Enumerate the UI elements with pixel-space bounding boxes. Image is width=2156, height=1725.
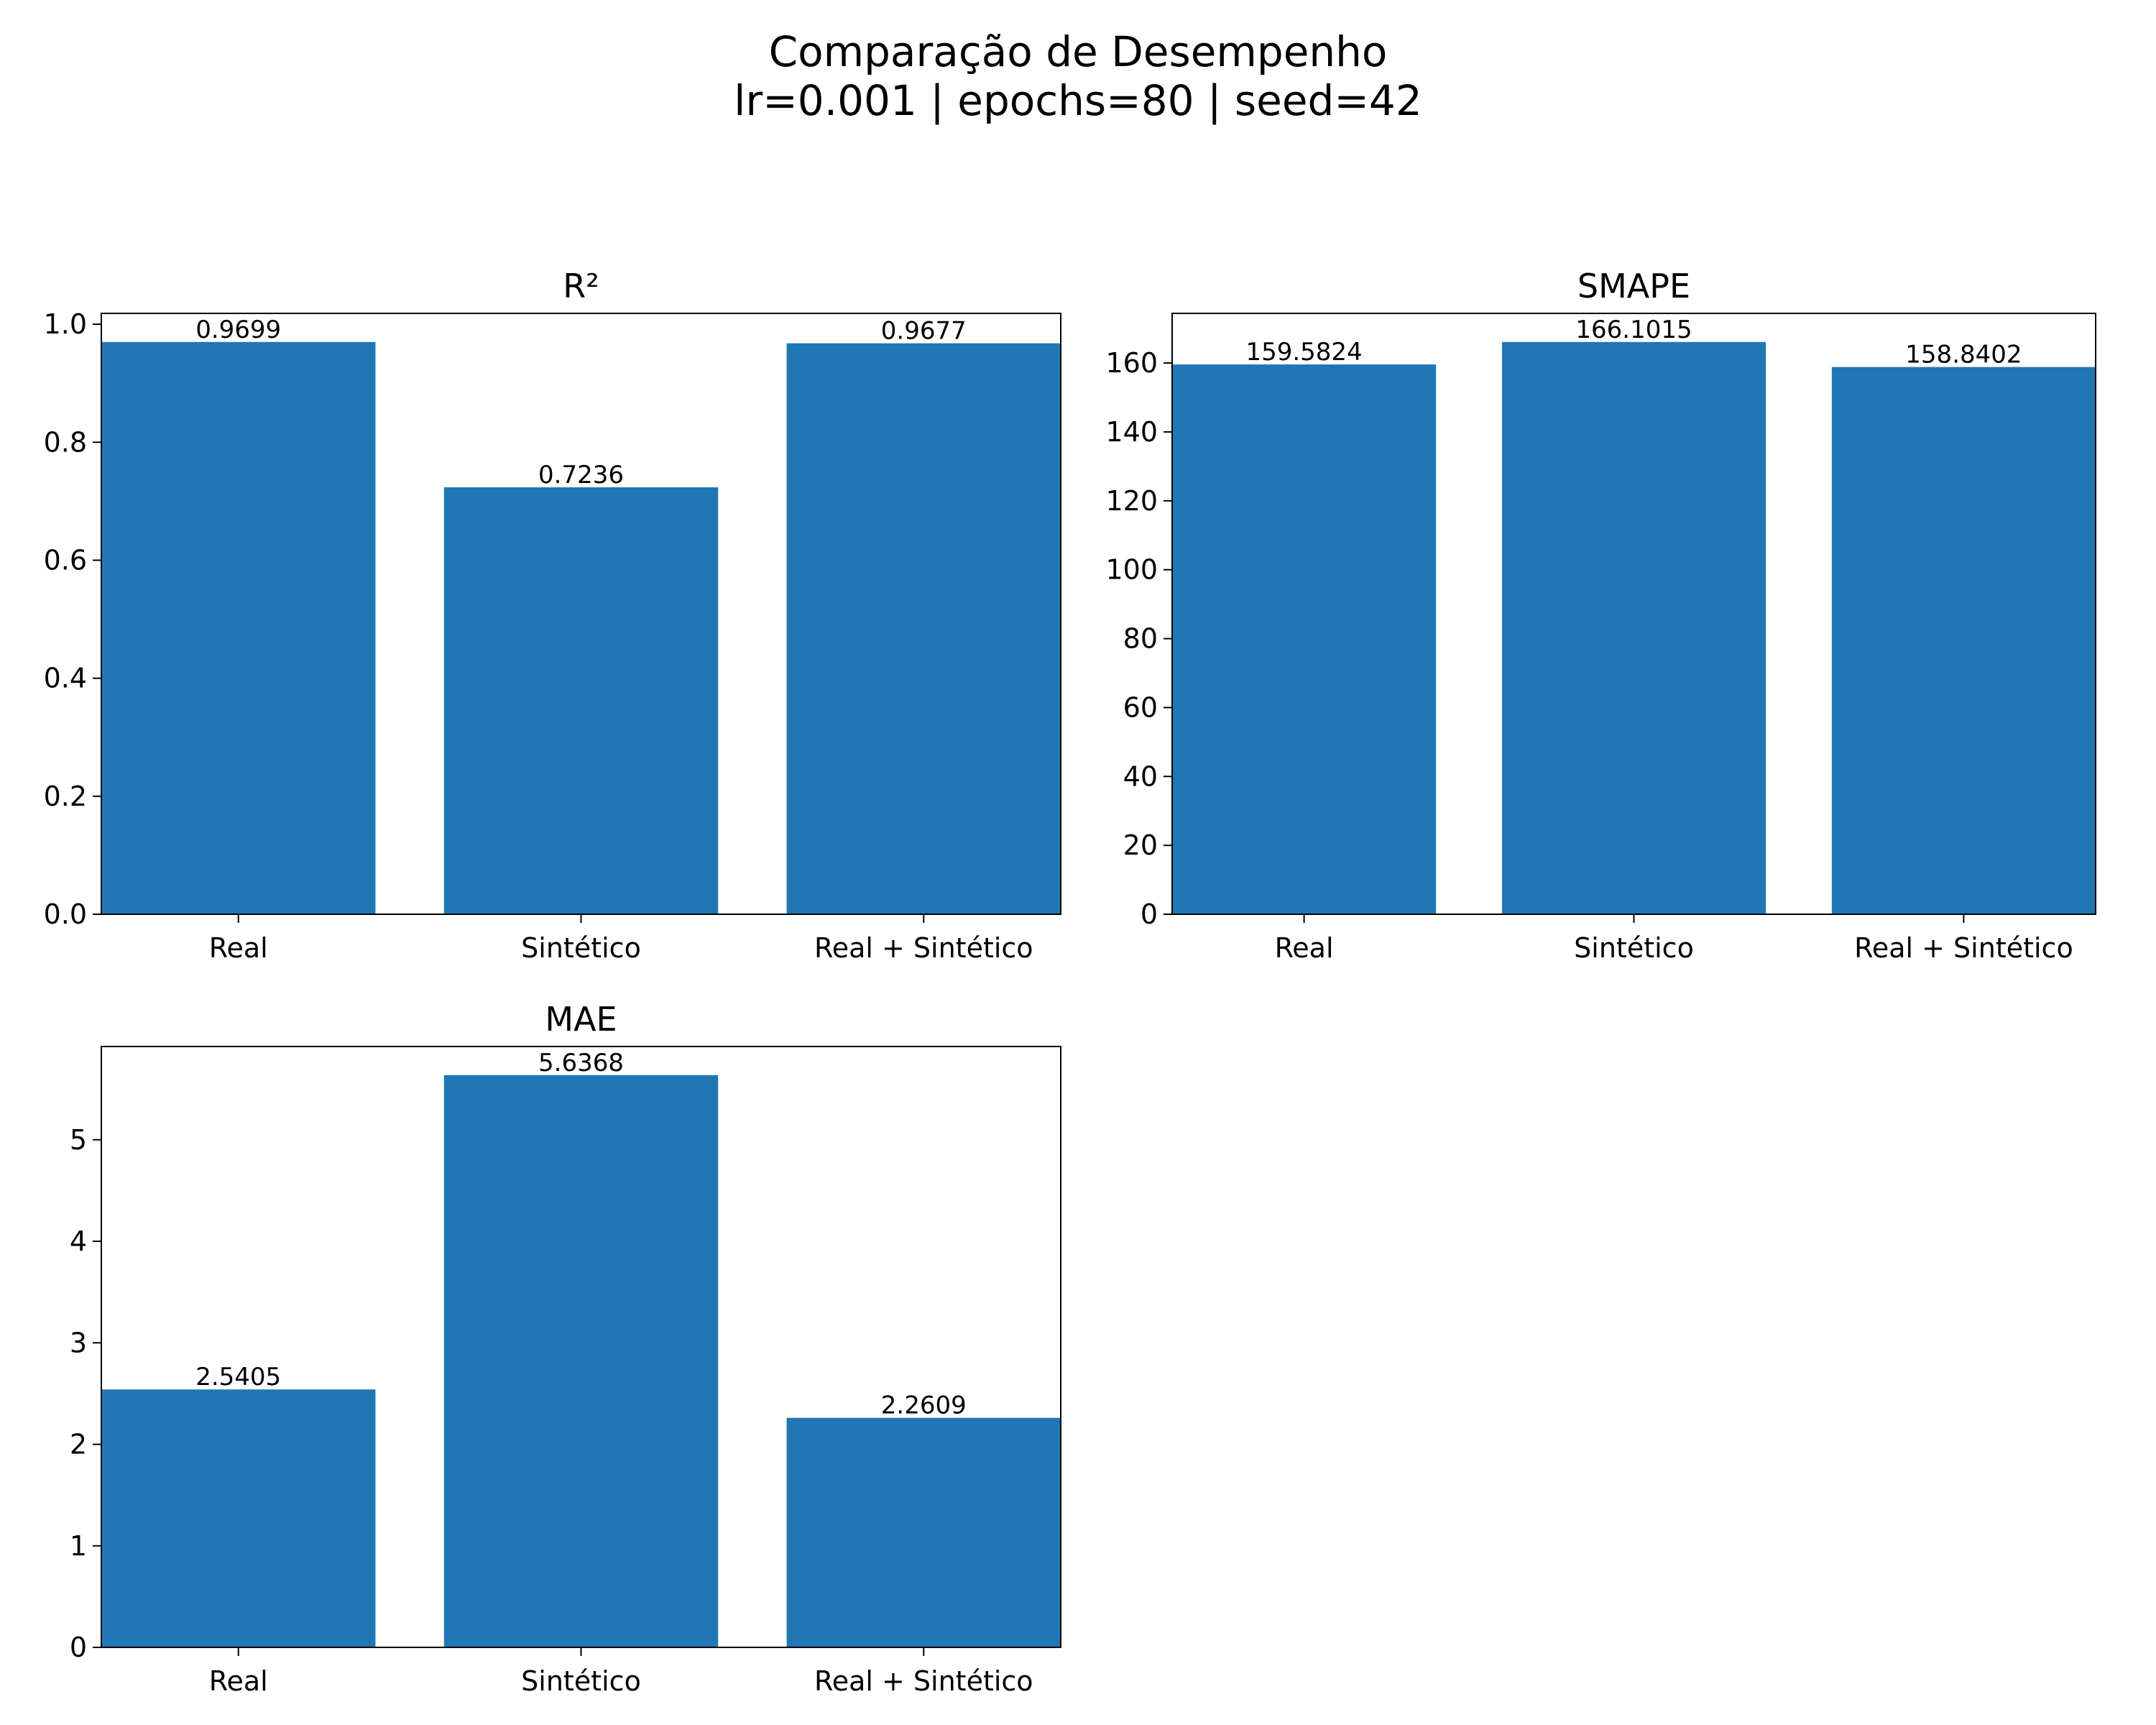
chart-smape: 159.5824 166.1015 158.8402 0 20 40 60 80 100 120 1…	[1105, 267, 2096, 964]
data-label-smape-3: 158.8402	[1905, 341, 2022, 369]
y-tick-label-mae-2: 2	[70, 1429, 87, 1460]
bar-mae-1	[101, 1389, 376, 1647]
y-tick-label-smape-2: 40	[1123, 760, 1158, 792]
data-label-smape-1: 159.5824	[1245, 338, 1362, 367]
x-tick-label-r2-2: Sintético	[521, 932, 641, 964]
data-label-r2-2: 0.7236	[538, 461, 624, 489]
data-label-mae-1: 2.5405	[195, 1363, 281, 1392]
y-tick-label-mae-0: 0	[70, 1632, 87, 1663]
y-tick-label-r2-1: 0.2	[44, 781, 87, 812]
bar-smape-2	[1501, 341, 1766, 914]
y-tick-label-smape-7: 140	[1105, 416, 1158, 448]
x-tick-label-mae-3: Real + Sintético	[814, 1665, 1033, 1697]
y-tick-label-r2-0: 0.0	[44, 898, 87, 930]
data-label-mae-2: 5.6368	[538, 1049, 624, 1077]
x-tick-label-mae-2: Sintético	[521, 1665, 641, 1697]
x-tick-label-r2-1: Real	[209, 932, 268, 964]
chart-title-smape: SMAPE	[1577, 267, 1690, 305]
y-tick-label-r2-4: 0.8	[44, 426, 87, 458]
y-tick-label-r2-3: 0.6	[44, 544, 87, 576]
bar-r2-2	[443, 487, 719, 914]
y-tick-label-r2-2: 0.4	[44, 663, 87, 694]
y-tick-label-r2-5: 1.0	[44, 308, 87, 340]
chart-r2: 0.9699 0.7236 0.9677 0.0 0.2 0.4 0.6 0.8 1.0 Real…	[44, 267, 1061, 964]
bar-smape-3	[1831, 367, 2096, 914]
x-tick-label-smape-3: Real + Sintético	[1854, 932, 2073, 964]
x-tick-label-smape-2: Sintético	[1574, 932, 1694, 964]
bar-r2-3	[786, 343, 1061, 915]
bar-smape-1	[1172, 364, 1437, 915]
y-tick-label-smape-1: 20	[1123, 829, 1158, 861]
y-tick-label-smape-8: 160	[1105, 347, 1158, 379]
bar-mae-2	[443, 1075, 719, 1647]
chart-title-mae: MAE	[545, 1000, 617, 1039]
bar-r2-1	[101, 341, 376, 914]
y-tick-label-smape-3: 60	[1123, 691, 1158, 723]
y-tick-label-mae-5: 5	[70, 1124, 87, 1156]
x-tick-label-mae-1: Real	[209, 1665, 268, 1697]
bar-mae-3	[786, 1417, 1061, 1647]
y-tick-label-smape-4: 80	[1123, 623, 1158, 655]
figure-title: Comparação de Desempenho	[768, 27, 1388, 76]
x-tick-label-r2-3: Real + Sintético	[814, 932, 1033, 964]
y-tick-label-smape-6: 120	[1105, 485, 1158, 517]
chart-title-r2: R²	[563, 267, 599, 305]
y-tick-label-smape-0: 0	[1141, 898, 1158, 930]
x-tick-label-smape-1: Real	[1275, 932, 1334, 964]
y-tick-label-mae-4: 4	[70, 1225, 87, 1257]
y-tick-label-smape-5: 100	[1105, 554, 1158, 586]
data-label-r2-3: 0.9677	[881, 317, 967, 346]
y-tick-label-mae-1: 1	[70, 1530, 87, 1562]
chart-mae: 2.5405 5.6368 2.2609 0 1 2 3 4 5 Real Sintético Rea…	[70, 1000, 1061, 1697]
data-label-mae-3: 2.2609	[881, 1392, 967, 1420]
y-tick-label-mae-3: 3	[70, 1327, 87, 1358]
data-label-smape-2: 166.1015	[1575, 316, 1692, 344]
data-label-r2-1: 0.9699	[195, 316, 281, 344]
figure-subtitle: lr=0.001 | epochs=80 | seed=42	[734, 76, 1422, 125]
